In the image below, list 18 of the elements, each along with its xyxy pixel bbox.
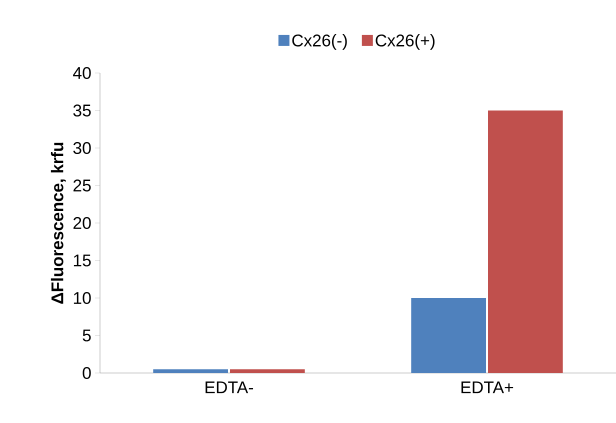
y-tick-label: 10 — [74, 292, 91, 304]
y-tick-label: 40 — [73, 67, 91, 79]
y-axis-title: ΔFluorescence, krfu — [50, 142, 66, 304]
bar — [153, 369, 228, 373]
y-tick-label: 5 — [82, 330, 91, 342]
y-tick-label: 25 — [74, 180, 91, 192]
x-tick-label: EDTA+ — [461, 382, 514, 394]
y-tick-label: 15 — [74, 254, 91, 266]
y-tick-label: 35 — [73, 104, 91, 116]
legend-label: Cx26(-) — [292, 34, 347, 50]
bar — [411, 298, 486, 373]
y-tick-label: 20 — [74, 217, 91, 229]
bar — [230, 369, 305, 373]
legend-label: Cx26(+) — [376, 34, 435, 50]
bar — [488, 110, 563, 373]
y-tick-label: 30 — [73, 142, 91, 154]
x-tick-label: EDTA- — [206, 382, 254, 394]
y-tick-label: 0 — [82, 367, 91, 380]
